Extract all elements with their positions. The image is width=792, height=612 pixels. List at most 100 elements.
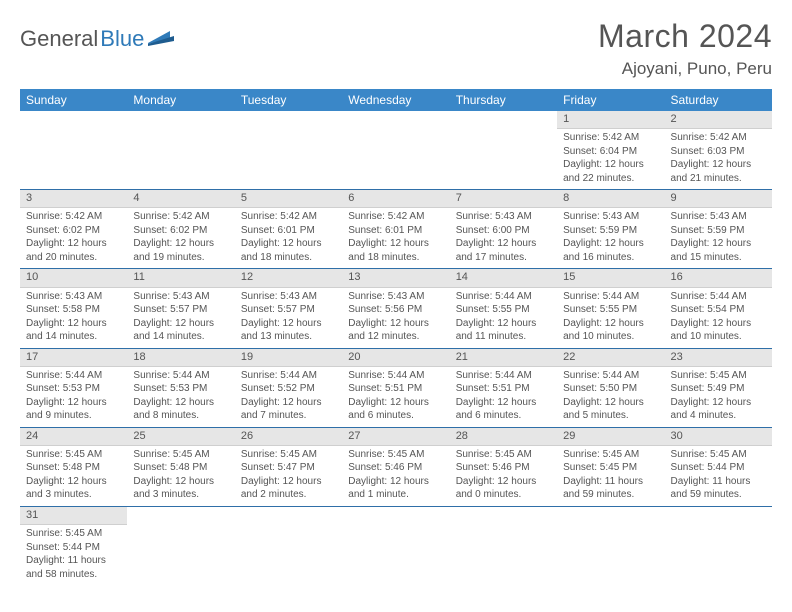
calendar-day-cell: 18Sunrise: 5:44 AMSunset: 5:53 PMDayligh… bbox=[127, 348, 234, 427]
daylight-text: Daylight: 12 hours and 5 minutes. bbox=[563, 396, 658, 423]
calendar-day-cell bbox=[557, 506, 664, 585]
calendar-day-cell: 19Sunrise: 5:44 AMSunset: 5:52 PMDayligh… bbox=[235, 348, 342, 427]
sunrise-text: Sunrise: 5:44 AM bbox=[563, 290, 658, 304]
day-content: Sunrise: 5:45 AMSunset: 5:48 PMDaylight:… bbox=[127, 446, 234, 506]
day-number bbox=[450, 507, 557, 511]
sunset-text: Sunset: 5:54 PM bbox=[671, 303, 766, 317]
day-number: 24 bbox=[20, 428, 127, 446]
daylight-text: Daylight: 12 hours and 18 minutes. bbox=[241, 237, 336, 264]
calendar-day-cell bbox=[127, 111, 234, 190]
day-number bbox=[342, 507, 449, 511]
day-number bbox=[235, 111, 342, 115]
sunrise-text: Sunrise: 5:42 AM bbox=[563, 131, 658, 145]
day-content: Sunrise: 5:45 AMSunset: 5:44 PMDaylight:… bbox=[665, 446, 772, 506]
day-number: 21 bbox=[450, 349, 557, 367]
sunrise-text: Sunrise: 5:44 AM bbox=[671, 290, 766, 304]
day-number: 29 bbox=[557, 428, 664, 446]
day-number: 28 bbox=[450, 428, 557, 446]
daylight-text: Daylight: 12 hours and 6 minutes. bbox=[348, 396, 443, 423]
day-number: 7 bbox=[450, 190, 557, 208]
daylight-text: Daylight: 12 hours and 7 minutes. bbox=[241, 396, 336, 423]
location: Ajoyani, Puno, Peru bbox=[598, 59, 772, 79]
day-number: 16 bbox=[665, 269, 772, 287]
daylight-text: Daylight: 12 hours and 15 minutes. bbox=[671, 237, 766, 264]
day-number: 10 bbox=[20, 269, 127, 287]
calendar-day-cell: 16 Sunrise: 5:44 AMSunset: 5:54 PMDayligh… bbox=[665, 269, 772, 348]
calendar-day-cell bbox=[665, 506, 772, 585]
day-content: Sunrise: 5:44 AMSunset: 5:52 PMDaylight:… bbox=[235, 367, 342, 427]
calendar-day-cell bbox=[235, 506, 342, 585]
header: GeneralBlue March 2024 Ajoyani, Puno, Pe… bbox=[20, 18, 772, 79]
sunset-text: Sunset: 6:02 PM bbox=[133, 224, 228, 238]
daylight-text: Daylight: 11 hours and 58 minutes. bbox=[26, 554, 121, 581]
sunset-text: Sunset: 5:57 PM bbox=[241, 303, 336, 317]
calendar-day-cell: 8Sunrise: 5:43 AMSunset: 5:59 PMDaylight… bbox=[557, 190, 664, 269]
daylight-text: Daylight: 12 hours and 14 minutes. bbox=[26, 317, 121, 344]
daylight-text: Daylight: 12 hours and 3 minutes. bbox=[26, 475, 121, 502]
sunrise-text: Sunrise: 5:44 AM bbox=[456, 290, 551, 304]
sunset-text: Sunset: 5:53 PM bbox=[26, 382, 121, 396]
sunrise-text: Sunrise: 5:43 AM bbox=[348, 290, 443, 304]
daylight-text: Daylight: 12 hours and 17 minutes. bbox=[456, 237, 551, 264]
daylight-text: Daylight: 12 hours and 22 minutes. bbox=[563, 158, 658, 185]
flag-icon bbox=[148, 28, 174, 51]
calendar-day-cell bbox=[342, 506, 449, 585]
sunrise-text: Sunrise: 5:45 AM bbox=[241, 448, 336, 462]
daylight-text: Daylight: 11 hours and 59 minutes. bbox=[671, 475, 766, 502]
day-content: Sunrise: 5:44 AMSunset: 5:53 PMDaylight:… bbox=[127, 367, 234, 427]
day-content: Sunrise: 5:42 AMSunset: 6:01 PMDaylight:… bbox=[342, 208, 449, 268]
sunrise-text: Sunrise: 5:42 AM bbox=[241, 210, 336, 224]
sunrise-text: Sunrise: 5:44 AM bbox=[348, 369, 443, 383]
day-number: 5 bbox=[235, 190, 342, 208]
daylight-text: Daylight: 12 hours and 10 minutes. bbox=[671, 317, 766, 344]
day-content: Sunrise: 5:45 AMSunset: 5:44 PMDaylight:… bbox=[20, 525, 127, 585]
sunrise-text: Sunrise: 5:42 AM bbox=[133, 210, 228, 224]
calendar-day-cell: 22Sunrise: 5:44 AMSunset: 5:50 PMDayligh… bbox=[557, 348, 664, 427]
daylight-text: Daylight: 12 hours and 6 minutes. bbox=[456, 396, 551, 423]
day-content: Sunrise: 5:45 AMSunset: 5:48 PMDaylight:… bbox=[20, 446, 127, 506]
day-content: Sunrise: 5:44 AMSunset: 5:50 PMDaylight:… bbox=[557, 367, 664, 427]
day-number: 2 bbox=[665, 111, 772, 129]
sunrise-text: Sunrise: 5:45 AM bbox=[26, 448, 121, 462]
day-content: Sunrise: 5:42 AMSunset: 6:03 PMDaylight:… bbox=[665, 129, 772, 189]
day-number bbox=[127, 111, 234, 115]
daylight-text: Daylight: 12 hours and 18 minutes. bbox=[348, 237, 443, 264]
day-content: Sunrise: 5:45 AMSunset: 5:46 PMDaylight:… bbox=[342, 446, 449, 506]
weekday-header-row: Sunday Monday Tuesday Wednesday Thursday… bbox=[20, 89, 772, 111]
calendar-day-cell: 11Sunrise: 5:43 AMSunset: 5:57 PMDayligh… bbox=[127, 269, 234, 348]
daylight-text: Daylight: 12 hours and 3 minutes. bbox=[133, 475, 228, 502]
sunrise-text: Sunrise: 5:43 AM bbox=[241, 290, 336, 304]
calendar-week-row: 24Sunrise: 5:45 AMSunset: 5:48 PMDayligh… bbox=[20, 427, 772, 506]
sunrise-text: Sunrise: 5:42 AM bbox=[671, 131, 766, 145]
sunrise-text: Sunrise: 5:45 AM bbox=[456, 448, 551, 462]
calendar-day-cell: 2Sunrise: 5:42 AMSunset: 6:03 PMDaylight… bbox=[665, 111, 772, 190]
day-number: 31 bbox=[20, 507, 127, 525]
weekday-header: Thursday bbox=[450, 89, 557, 111]
day-number bbox=[20, 111, 127, 115]
sunset-text: Sunset: 5:51 PM bbox=[348, 382, 443, 396]
calendar-day-cell: 14Sunrise: 5:44 AMSunset: 5:55 PMDayligh… bbox=[450, 269, 557, 348]
day-number: 3 bbox=[20, 190, 127, 208]
day-number bbox=[342, 111, 449, 115]
calendar-day-cell: 1Sunrise: 5:42 AMSunset: 6:04 PMDaylight… bbox=[557, 111, 664, 190]
sunset-text: Sunset: 5:49 PM bbox=[671, 382, 766, 396]
day-number: 19 bbox=[235, 349, 342, 367]
calendar-week-row: 3Sunrise: 5:42 AMSunset: 6:02 PMDaylight… bbox=[20, 190, 772, 269]
day-number: 22 bbox=[557, 349, 664, 367]
day-content: Sunrise: 5:43 AMSunset: 5:57 PMDaylight:… bbox=[235, 288, 342, 348]
day-number bbox=[127, 507, 234, 511]
sunset-text: Sunset: 5:51 PM bbox=[456, 382, 551, 396]
day-number: 15 bbox=[557, 269, 664, 287]
day-number: 27 bbox=[342, 428, 449, 446]
sunrise-text: Sunrise: 5:44 AM bbox=[456, 369, 551, 383]
day-number: 6 bbox=[342, 190, 449, 208]
day-number: 18 bbox=[127, 349, 234, 367]
daylight-text: Daylight: 12 hours and 4 minutes. bbox=[671, 396, 766, 423]
day-number: 9 bbox=[665, 190, 772, 208]
calendar-day-cell bbox=[20, 111, 127, 190]
day-number bbox=[235, 507, 342, 511]
daylight-text: Daylight: 12 hours and 19 minutes. bbox=[133, 237, 228, 264]
sunrise-text: Sunrise: 5:44 AM bbox=[133, 369, 228, 383]
day-content: Sunrise: 5:45 AMSunset: 5:45 PMDaylight:… bbox=[557, 446, 664, 506]
logo: GeneralBlue bbox=[20, 18, 174, 52]
